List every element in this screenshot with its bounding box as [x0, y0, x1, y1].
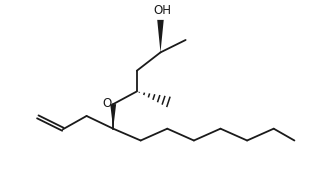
Polygon shape — [110, 104, 116, 129]
Polygon shape — [157, 20, 164, 52]
Text: OH: OH — [154, 4, 172, 17]
Text: O: O — [102, 97, 112, 110]
